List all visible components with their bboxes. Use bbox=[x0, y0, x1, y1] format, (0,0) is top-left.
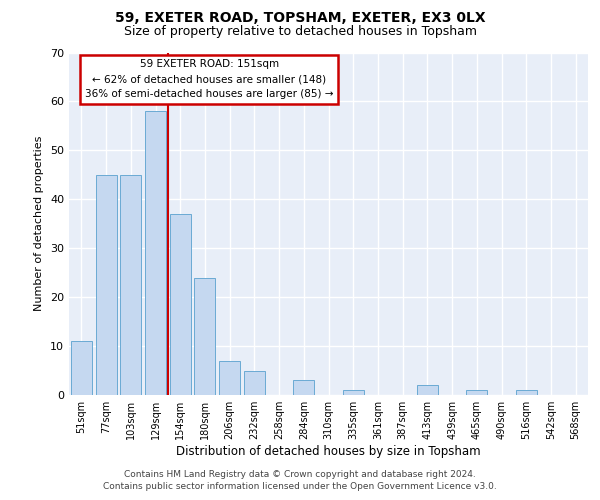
X-axis label: Distribution of detached houses by size in Topsham: Distribution of detached houses by size … bbox=[176, 445, 481, 458]
Bar bbox=[466, 390, 487, 395]
Text: 59, EXETER ROAD, TOPSHAM, EXETER, EX3 0LX: 59, EXETER ROAD, TOPSHAM, EXETER, EX3 0L… bbox=[115, 11, 485, 25]
Bar bbox=[194, 278, 215, 395]
Y-axis label: Number of detached properties: Number of detached properties bbox=[34, 136, 44, 312]
Text: Contains HM Land Registry data © Crown copyright and database right 2024.: Contains HM Land Registry data © Crown c… bbox=[124, 470, 476, 479]
Bar bbox=[244, 370, 265, 395]
Text: Contains public sector information licensed under the Open Government Licence v3: Contains public sector information licen… bbox=[103, 482, 497, 491]
Bar bbox=[95, 175, 116, 395]
Bar bbox=[343, 390, 364, 395]
Bar bbox=[219, 361, 240, 395]
Bar bbox=[71, 341, 92, 395]
Bar bbox=[120, 175, 141, 395]
Text: Size of property relative to detached houses in Topsham: Size of property relative to detached ho… bbox=[124, 25, 476, 38]
Bar bbox=[145, 111, 166, 395]
Bar bbox=[293, 380, 314, 395]
Bar bbox=[170, 214, 191, 395]
Bar bbox=[516, 390, 537, 395]
Text: 59 EXETER ROAD: 151sqm
← 62% of detached houses are smaller (148)
36% of semi-de: 59 EXETER ROAD: 151sqm ← 62% of detached… bbox=[85, 60, 334, 99]
Bar bbox=[417, 385, 438, 395]
